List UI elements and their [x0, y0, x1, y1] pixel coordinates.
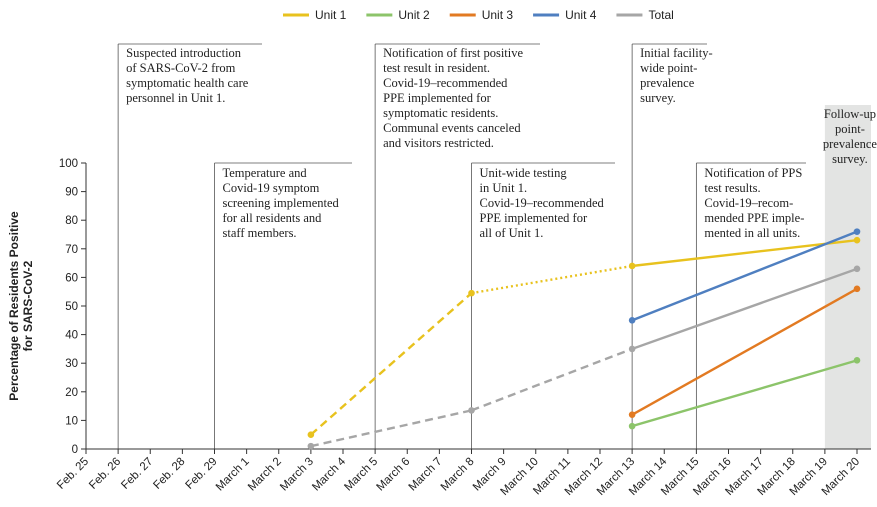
legend-label-unit-1: Unit 1 [315, 8, 347, 22]
x-tick-label: March 4 [310, 455, 348, 493]
annotation-text-pps-initial: Initial facility- [640, 46, 713, 60]
y-tick-label: 40 [65, 330, 78, 342]
annotation-text-first-positive: symptomatic residents. [383, 106, 498, 120]
y-tick-label: 50 [65, 301, 78, 313]
data-point-total [628, 345, 636, 353]
data-point-total [307, 442, 315, 450]
y-tick-label: 30 [65, 358, 78, 370]
data-point-unit-3 [628, 411, 636, 418]
annotation-text-first-positive: Covid-19–recommended [383, 76, 508, 90]
series-segment-unit-1 [631, 239, 858, 268]
x-tick-label: March 6 [375, 456, 413, 494]
series-segment-total [310, 409, 472, 448]
x-tick-label: March 8 [439, 456, 477, 494]
annotation-text-first-positive: test result in resident. [383, 61, 490, 75]
series-segment-unit-3 [631, 287, 858, 416]
annotation-text-follow-up: Follow-up [824, 107, 876, 121]
annotation-text-pps-initial: prevalence [640, 76, 695, 90]
data-point-unit-4 [853, 228, 861, 235]
annotation-text-screening: Temperature and [223, 166, 308, 180]
data-point-unit-2 [628, 422, 636, 430]
series-segment-unit-1 [310, 292, 473, 436]
annotation-text-pps-results: Covid-19–recom- [704, 196, 793, 210]
legend-label-unit-2: Unit 2 [398, 8, 430, 22]
annotation-text-pps-initial: survey. [640, 91, 676, 105]
y-tick-label: 80 [65, 215, 78, 227]
y-tick-label: 70 [65, 244, 78, 256]
y-tick-label: 0 [72, 444, 78, 456]
annotation-text-first-positive: Notification of first positive [383, 46, 523, 60]
x-tick-label: March 2 [246, 456, 284, 494]
annotation-text-intro: symptomatic health care [126, 76, 249, 90]
x-tick-label: March 3 [278, 456, 316, 494]
annotation-text-first-positive: Communal events canceled [383, 121, 521, 135]
x-tick-label: Feb. 28 [151, 456, 187, 492]
series-segment-unit-2 [631, 359, 858, 428]
y-tick-label: 60 [65, 272, 78, 284]
data-point-total [468, 407, 475, 414]
annotation-text-unit-testing: Covid-19–recommended [480, 196, 605, 210]
legend-label-total: Total [648, 8, 673, 22]
annotation-text-pps-initial: wide point- [640, 61, 697, 75]
x-tick-label: March 5 [342, 456, 380, 494]
annotation-text-follow-up: survey. [832, 152, 868, 166]
annotation-text-first-positive: and visitors restricted. [383, 136, 494, 150]
x-tick-label: Feb. 25 [55, 456, 91, 492]
series-segment-total [631, 267, 858, 351]
annotation-text-pps-results: test results. [704, 181, 760, 195]
annotation-text-screening: for all residents and [223, 211, 323, 225]
annotation-text-unit-testing: all of Unit 1. [480, 226, 544, 240]
annotation-text-pps-results: mended PPE imple- [704, 211, 804, 225]
y-axis-title: for SARS-CoV-2 [21, 260, 35, 351]
annotation-text-screening: screening implemented [223, 196, 340, 210]
annotation-text-unit-testing: PPE implemented for [480, 211, 588, 225]
annotation-text-screening: Covid-19 symptom [223, 181, 320, 195]
y-tick-label: 100 [59, 158, 78, 170]
data-point-unit-3 [853, 285, 861, 293]
data-point-unit-1 [628, 262, 636, 270]
legend-label-unit-3: Unit 3 [482, 8, 514, 22]
x-tick-label: Feb. 27 [119, 456, 155, 492]
annotation-text-pps-results: Notification of PPS [704, 166, 802, 180]
x-tick-label: Feb. 26 [87, 456, 123, 492]
annotation-text-screening: staff members. [223, 226, 297, 240]
annotation-text-follow-up: point- [835, 122, 865, 136]
legend-label-unit-4: Unit 4 [565, 8, 597, 22]
x-tick-label: March 1 [214, 456, 252, 494]
annotation-text-intro: personnel in Unit 1. [126, 91, 225, 105]
series-segment-unit-1 [471, 264, 633, 295]
annotation-text-unit-testing: Unit-wide testing [480, 166, 568, 180]
data-point-unit-4 [628, 317, 636, 324]
data-point-total [853, 265, 861, 273]
x-tick-label: March 7 [407, 456, 445, 494]
data-point-unit-1 [468, 289, 475, 297]
y-axis-title: Percentage of Residents Positive [7, 211, 21, 401]
data-point-unit-2 [853, 357, 861, 364]
y-tick-label: 20 [65, 387, 78, 399]
y-tick-label: 90 [65, 187, 78, 199]
data-point-unit-1 [307, 431, 315, 439]
data-point-unit-1 [853, 236, 861, 244]
annotation-text-unit-testing: in Unit 1. [480, 181, 528, 195]
series-segment-unit-4 [631, 230, 858, 322]
annotation-text-first-positive: PPE implemented for [383, 91, 491, 105]
annotation-text-follow-up: prevalence [823, 137, 877, 151]
annotation-text-intro: of SARS-CoV-2 from [126, 61, 236, 75]
series-segment-total [471, 347, 633, 412]
annotation-text-pps-results: mented in all units. [704, 226, 800, 240]
y-tick-label: 10 [65, 415, 78, 427]
annotation-text-intro: Suspected introduction [126, 46, 242, 60]
